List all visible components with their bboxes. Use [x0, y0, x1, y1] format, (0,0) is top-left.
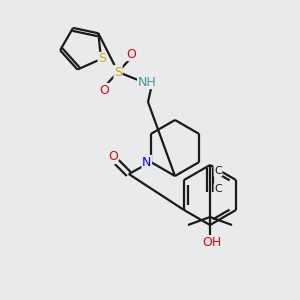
Text: O: O	[126, 47, 136, 61]
Text: S: S	[98, 52, 106, 65]
Text: S: S	[114, 65, 122, 79]
Text: N: N	[142, 155, 152, 169]
Text: C: C	[214, 184, 222, 194]
Text: NH: NH	[138, 76, 156, 88]
Text: O: O	[99, 83, 109, 97]
Text: O: O	[108, 151, 118, 164]
Text: C: C	[214, 166, 222, 176]
Text: OH: OH	[202, 236, 222, 250]
